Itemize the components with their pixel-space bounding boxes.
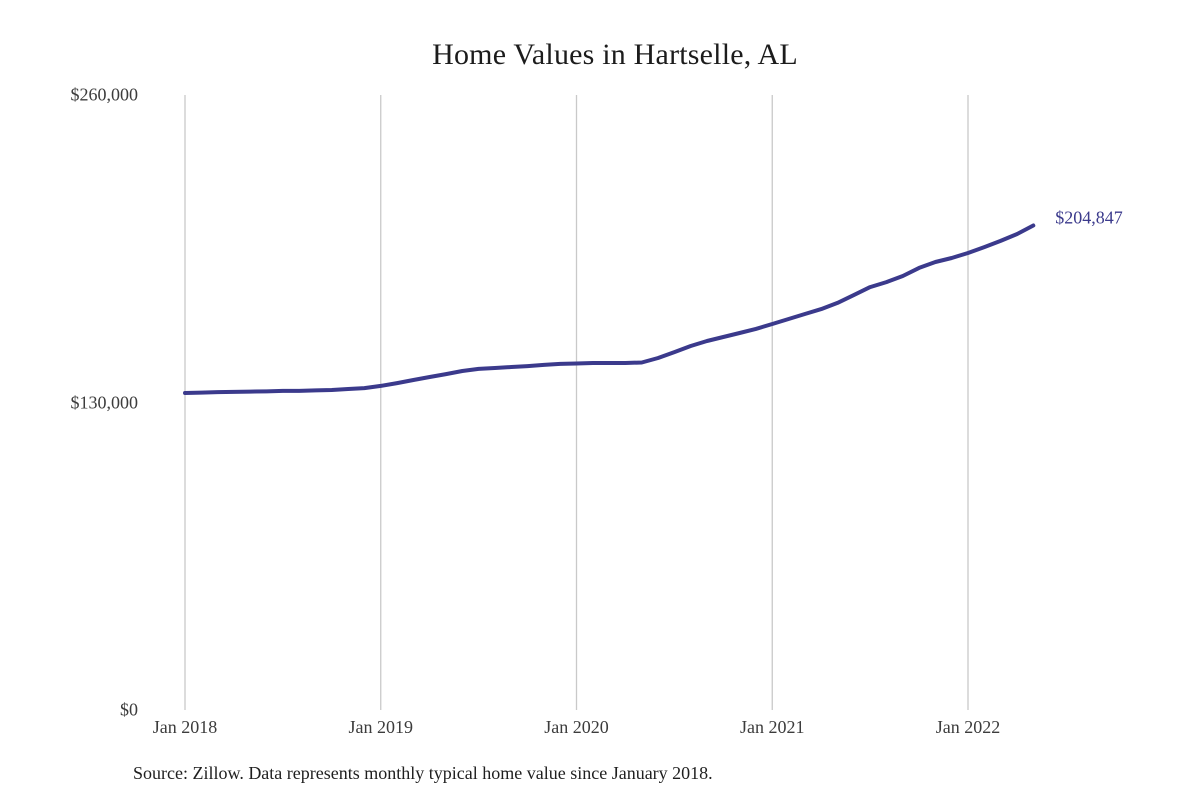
y-tick-label: $260,000 xyxy=(70,84,139,105)
x-tick-label: Jan 2020 xyxy=(544,717,609,737)
home-value-line xyxy=(183,223,1036,395)
x-tick-label: Jan 2021 xyxy=(740,717,805,737)
x-tick-label: Jan 2022 xyxy=(935,717,1001,737)
y-tick-label: $0 xyxy=(120,699,138,720)
chart-title: Home Values in Hartselle, AL xyxy=(432,38,798,71)
series-end-value-label: $204,847 xyxy=(1055,207,1123,228)
x-tick-label: Jan 2018 xyxy=(152,717,218,737)
source-note: Source: Zillow. Data represents monthly … xyxy=(133,763,713,783)
x-tick-label: Jan 2019 xyxy=(348,717,414,737)
y-tick-label: $130,000 xyxy=(70,392,139,412)
